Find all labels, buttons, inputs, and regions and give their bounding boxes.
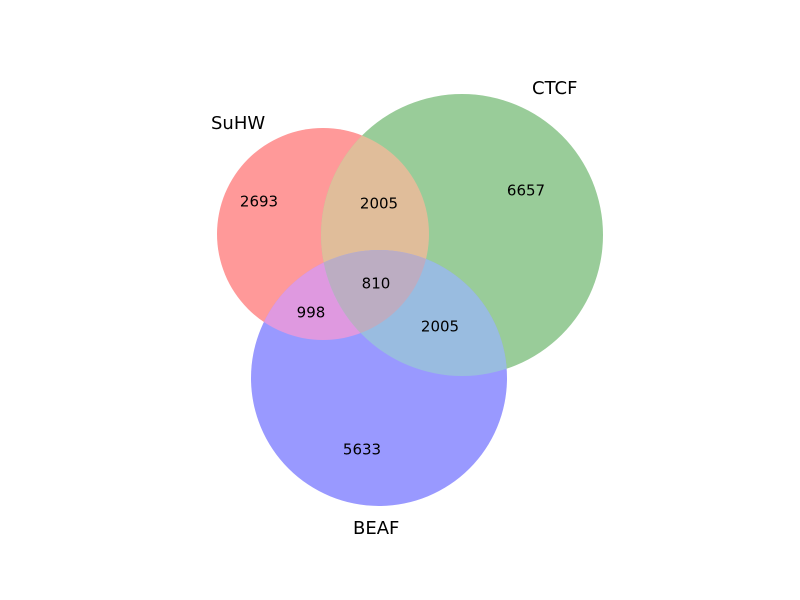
region-suhw-only: 2693 (240, 193, 278, 211)
region-ctcf-beaf: 2005 (421, 318, 459, 336)
suhw-beaf-overlap (251, 250, 429, 340)
region-ctcf-only: 6657 (507, 182, 545, 200)
region-beaf-only: 5633 (343, 441, 381, 459)
region-all-three: 810 (362, 275, 391, 293)
region-suhw-beaf: 998 (297, 304, 326, 322)
ctcf-beaf-overlap (321, 250, 507, 376)
set-label-ctcf: CTCF (532, 78, 577, 99)
region-suhw-ctcf: 2005 (360, 195, 398, 213)
set-label-suhw: SuHW (211, 113, 265, 134)
set-label-beaf: BEAF (353, 518, 399, 539)
